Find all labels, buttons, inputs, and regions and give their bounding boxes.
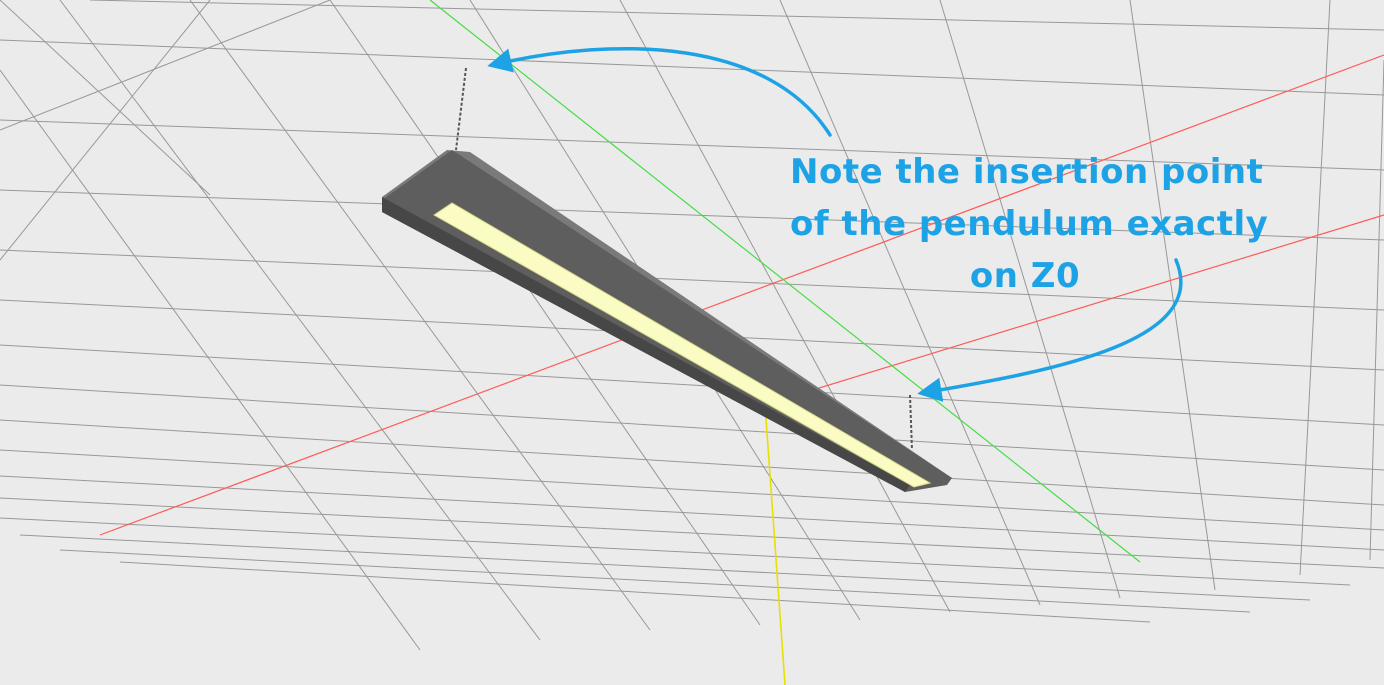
annotation-line-2: of the pendulum exactly xyxy=(790,204,1269,244)
pendulum-cable-right xyxy=(909,394,913,451)
ceiling-grid xyxy=(0,0,1384,651)
luminaire-diffuser xyxy=(433,202,932,488)
arrow-to-left-pendulum xyxy=(487,46,832,137)
pendulum-cables xyxy=(455,67,913,451)
annotation-line-3: on Z0 xyxy=(969,256,1081,296)
arrow-to-right-pendulum xyxy=(917,258,1183,402)
x-axis-line-2 xyxy=(779,214,1384,401)
annotation-text: Note the insertion point of the pendulum… xyxy=(790,146,1269,302)
annotation-arrows xyxy=(487,46,1183,402)
z-axis-line xyxy=(764,404,786,685)
axis-lines xyxy=(99,0,1384,685)
linear-luminaire[interactable] xyxy=(382,150,952,492)
pendulum-cable-left xyxy=(455,67,467,151)
annotation-line-1: Note the insertion point xyxy=(790,152,1264,192)
luminaire-front-face xyxy=(382,150,952,492)
luminaire-bottom-face xyxy=(382,197,910,492)
y-axis-line xyxy=(429,0,1141,563)
x-axis-line xyxy=(99,54,1384,536)
